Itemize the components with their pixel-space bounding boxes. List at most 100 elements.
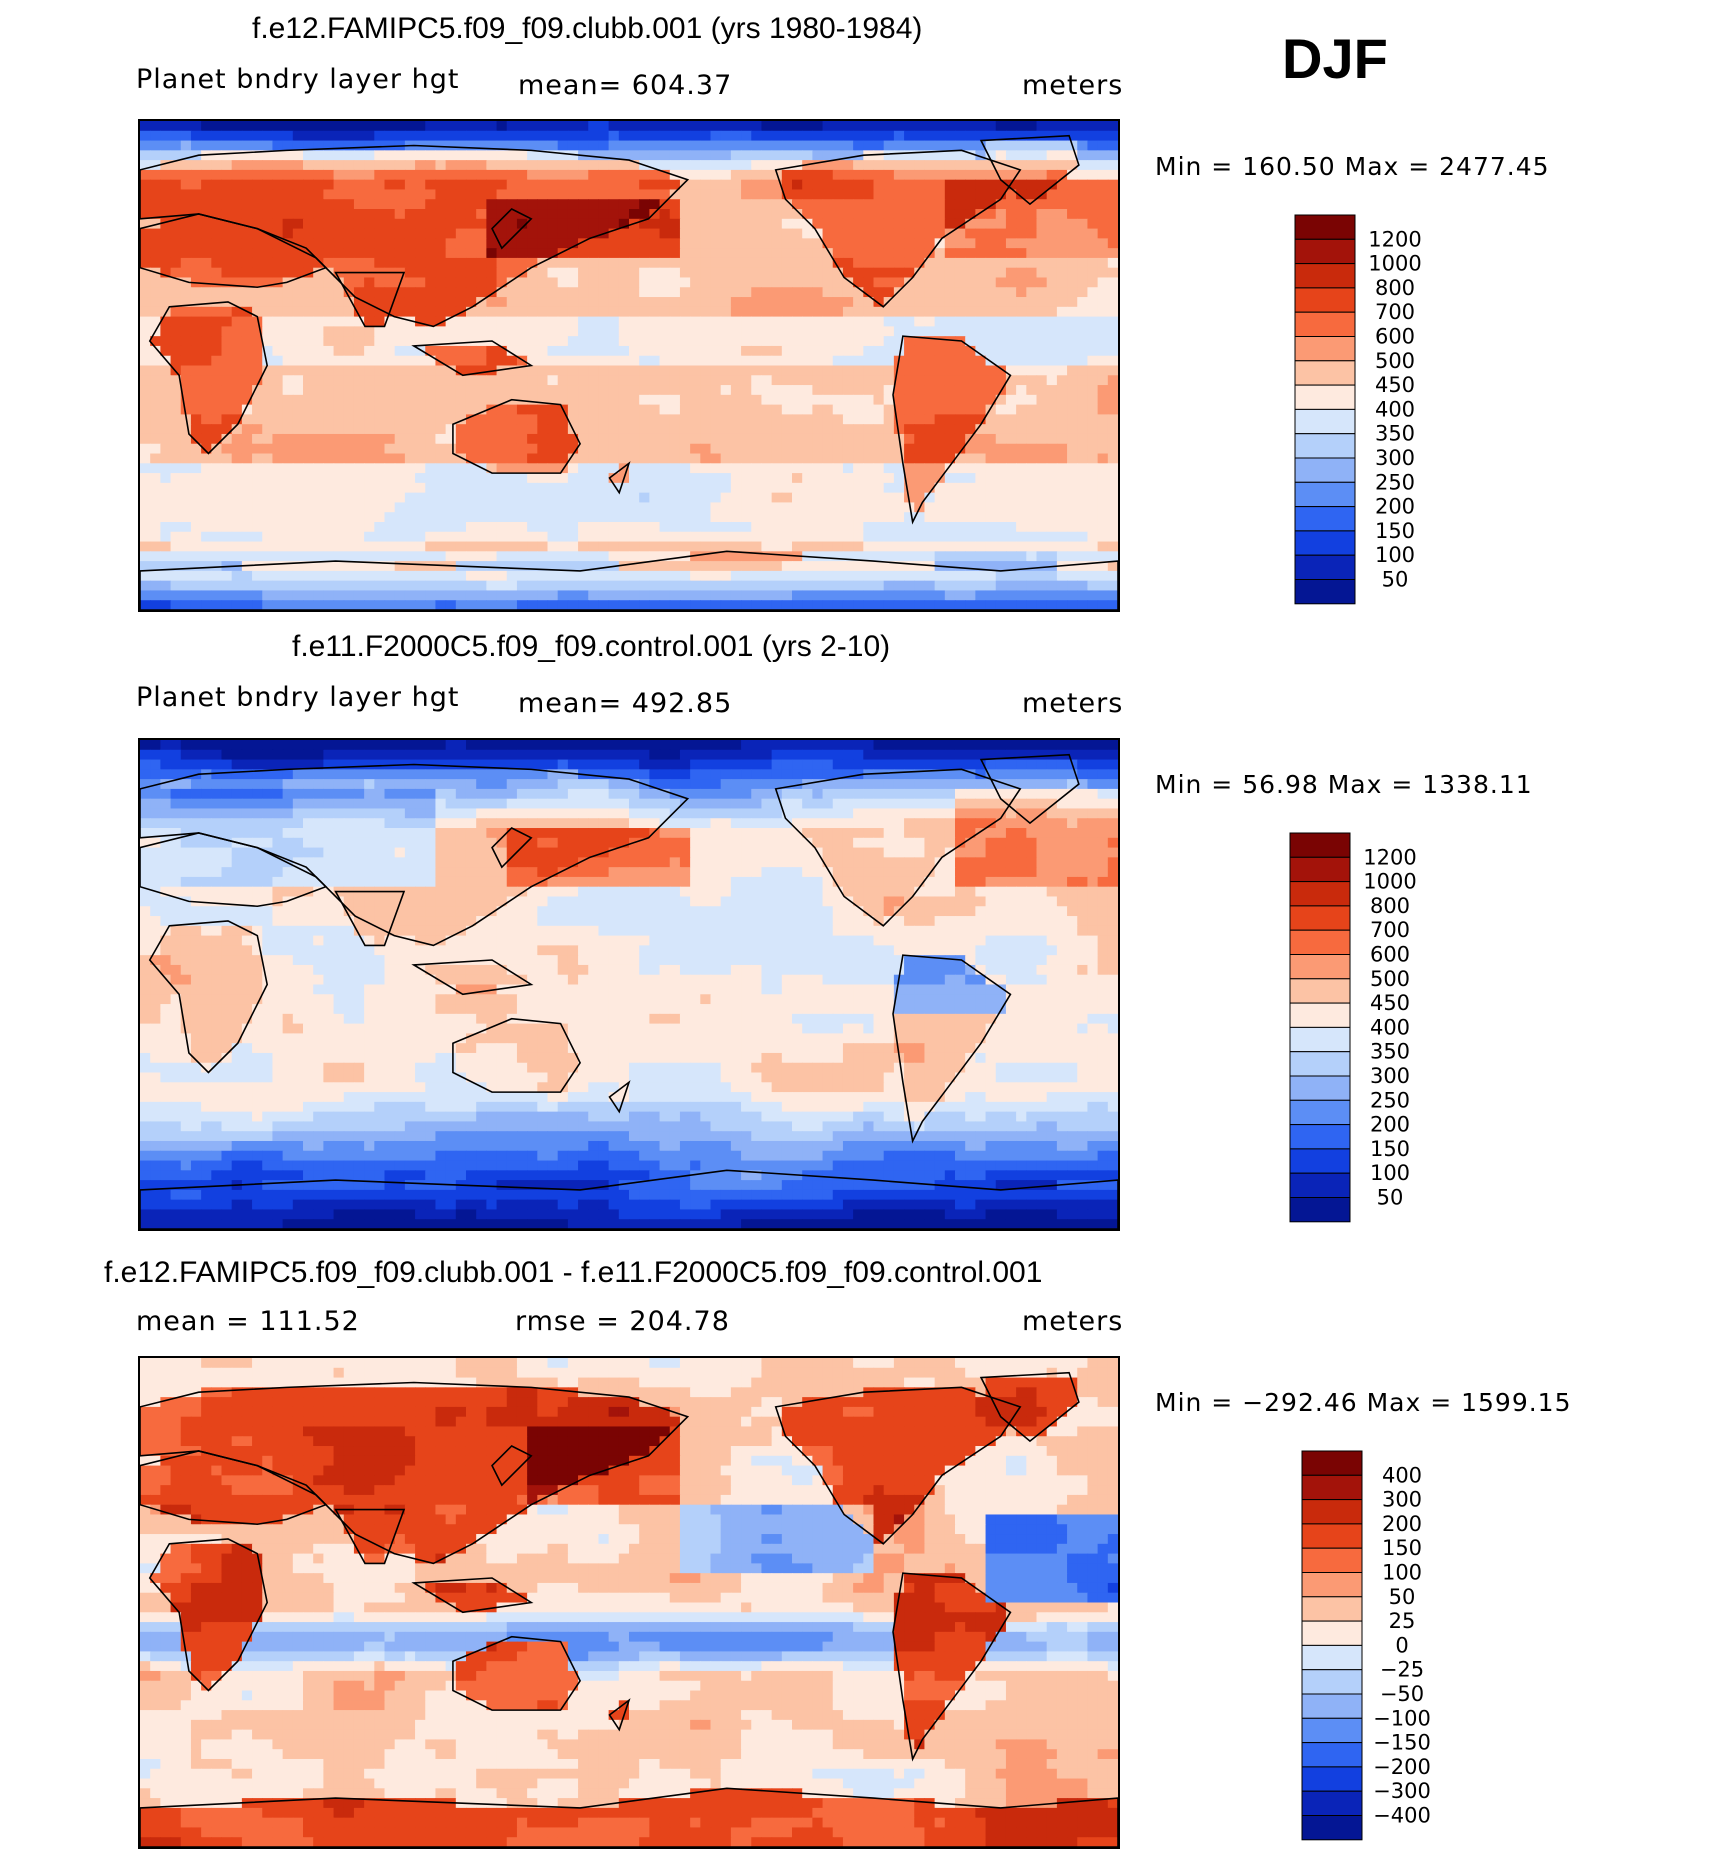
colorbar-swatch bbox=[1294, 384, 1356, 410]
colorbar-tick-label: 250 bbox=[1375, 470, 1415, 494]
colorbar-tick-label: 200 bbox=[1382, 1512, 1422, 1536]
coastline-safrica bbox=[148, 301, 269, 455]
colorbar-swatch bbox=[1301, 1790, 1363, 1817]
coastline-antarctica bbox=[140, 550, 1118, 610]
colorbar-swatch bbox=[1301, 1620, 1363, 1646]
colorbar-tick-label: 450 bbox=[1375, 373, 1415, 397]
colorbar-tick-label: 1200 bbox=[1368, 227, 1421, 251]
colorbar-swatch bbox=[1294, 214, 1356, 240]
colorbar-swatch bbox=[1294, 481, 1356, 508]
colorbar-tick-label: 0 bbox=[1395, 1633, 1408, 1657]
colorbar-swatch bbox=[1294, 287, 1356, 313]
colorbar-swatch bbox=[1289, 929, 1351, 955]
coastline-safrica bbox=[148, 1538, 269, 1692]
coastline-eurasia bbox=[140, 1381, 690, 1565]
colorbar-swatch bbox=[1301, 1717, 1363, 1744]
coastline-namerica bbox=[774, 1386, 1022, 1545]
colorbar-swatch bbox=[1294, 554, 1356, 581]
panel-2-units: meters bbox=[1022, 688, 1124, 719]
colorbar-swatch bbox=[1294, 408, 1356, 435]
colorbar-swatch bbox=[1301, 1766, 1363, 1792]
colorbar-swatch bbox=[1294, 433, 1356, 459]
colorbar-swatch bbox=[1294, 530, 1356, 556]
colorbar-swatch bbox=[1294, 506, 1356, 532]
colorbar-swatch bbox=[1289, 1075, 1351, 1101]
panel-1-minmax: Min = 160.50 Max = 2477.45 bbox=[1155, 152, 1550, 181]
colorbar-tick-label: 700 bbox=[1370, 918, 1410, 942]
coastline-antarctica bbox=[140, 1169, 1118, 1229]
colorbar-tick-label: 1200 bbox=[1363, 845, 1416, 869]
coastline-newzealand bbox=[608, 461, 631, 495]
coastline-india bbox=[334, 1508, 406, 1565]
coastline-indonesia bbox=[411, 959, 534, 996]
panel-2-mean: mean= 492.85 bbox=[518, 688, 733, 719]
colorbar-tick-label: −50 bbox=[1380, 1682, 1424, 1706]
colorbar-tick-label: 400 bbox=[1370, 1015, 1410, 1039]
colorbar-tick-label: 150 bbox=[1370, 1137, 1410, 1161]
colorbar-swatch bbox=[1301, 1644, 1363, 1671]
colorbar-tick-label: 1000 bbox=[1363, 870, 1416, 894]
colorbar-swatch bbox=[1301, 1742, 1363, 1768]
coastline-india bbox=[334, 271, 406, 328]
colorbar-swatch bbox=[1289, 1051, 1351, 1077]
field-cells bbox=[140, 740, 1118, 1229]
coastline-safrica bbox=[148, 920, 269, 1074]
colorbar-tick-label: 400 bbox=[1375, 397, 1415, 421]
colorbar-tick-label: 150 bbox=[1382, 1536, 1422, 1560]
colorbar-tick-label: 200 bbox=[1375, 495, 1415, 519]
panel-3-map bbox=[138, 1356, 1120, 1849]
colorbar-tick-label: 300 bbox=[1382, 1488, 1422, 1512]
colorbar-swatch bbox=[1294, 311, 1356, 337]
colorbar-swatch bbox=[1294, 263, 1356, 289]
colorbar-swatch bbox=[1289, 1026, 1351, 1053]
panel-1-units: meters bbox=[1022, 70, 1124, 101]
coastline-japan bbox=[491, 827, 533, 869]
colorbar-swatch bbox=[1301, 1693, 1363, 1719]
colorbar-tick-label: 600 bbox=[1375, 325, 1415, 349]
colorbar-tick-label: 25 bbox=[1389, 1609, 1416, 1633]
coastline-australia bbox=[452, 1017, 582, 1093]
colorbar-swatch bbox=[1301, 1450, 1363, 1476]
panel-2-title: f.e11.F2000C5.f09_f09.control.001 (yrs 2… bbox=[292, 630, 891, 663]
colorbar-tick-label: −25 bbox=[1380, 1658, 1424, 1682]
colorbar-swatch bbox=[1289, 905, 1351, 931]
panel-3-title: f.e12.FAMIPC5.f09_f09.clubb.001 - f.e11.… bbox=[104, 1256, 1043, 1289]
colorbar-tick-label: 600 bbox=[1370, 943, 1410, 967]
colorbar-tick-label: −200 bbox=[1373, 1755, 1431, 1779]
colorbar-swatch bbox=[1301, 1572, 1363, 1598]
field-cells bbox=[140, 121, 1118, 610]
coastline-greenland bbox=[979, 134, 1080, 206]
colorbar-swatch bbox=[1289, 1197, 1351, 1223]
coastline-australia bbox=[452, 398, 582, 474]
colorbar-swatch bbox=[1289, 954, 1351, 980]
colorbar-tick-label: 50 bbox=[1377, 1186, 1404, 1210]
panel-3-units: meters bbox=[1022, 1306, 1124, 1337]
colorbar-tick-label: 100 bbox=[1375, 543, 1415, 567]
panel-1-colorbar: 1200 1000 800 700 600 500 450 400 350 300 250 200 15… bbox=[1294, 214, 1495, 605]
colorbar-tick-label: −150 bbox=[1373, 1731, 1431, 1755]
coastline-greenland bbox=[979, 1371, 1080, 1443]
colorbar-swatch bbox=[1289, 1002, 1351, 1028]
field-cells bbox=[140, 1358, 1118, 1847]
coastline-japan bbox=[491, 208, 533, 250]
colorbar-tick-label: 50 bbox=[1389, 1585, 1416, 1609]
colorbar-swatch bbox=[1301, 1499, 1363, 1525]
season-label: DJF bbox=[1282, 27, 1388, 90]
colorbar-swatch bbox=[1294, 238, 1356, 265]
colorbar-tick-label: −100 bbox=[1373, 1706, 1431, 1730]
panel-1-variable: Planet bndry layer hgt bbox=[136, 64, 460, 95]
colorbar-tick-label: 200 bbox=[1370, 1113, 1410, 1137]
coastline-indonesia bbox=[411, 340, 534, 377]
coastline-eurasia bbox=[140, 144, 690, 328]
panel-2-variable: Planet bndry layer hgt bbox=[136, 682, 460, 713]
colorbar-tick-label: 300 bbox=[1370, 1064, 1410, 1088]
colorbar-swatch bbox=[1289, 978, 1351, 1004]
coastline-samerica bbox=[892, 1572, 1012, 1762]
coastline-samerica bbox=[892, 954, 1012, 1144]
colorbar-tick-label: 500 bbox=[1370, 967, 1410, 991]
colorbar-tick-label: 250 bbox=[1370, 1088, 1410, 1112]
colorbar-tick-label: 50 bbox=[1382, 568, 1409, 592]
colorbar-tick-label: 150 bbox=[1375, 519, 1415, 543]
panel-1-map bbox=[138, 119, 1120, 612]
colorbar-tick-label: 450 bbox=[1370, 991, 1410, 1015]
